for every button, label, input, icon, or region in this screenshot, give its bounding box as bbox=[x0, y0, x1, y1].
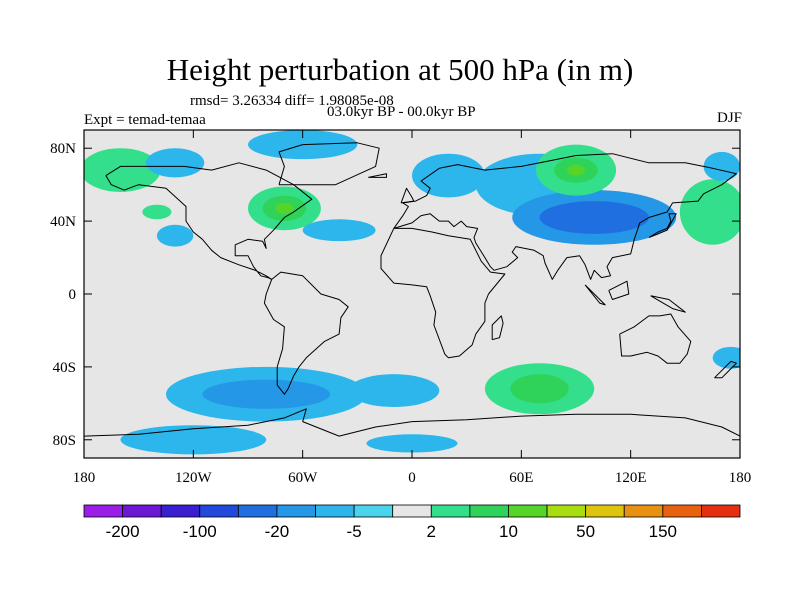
anomaly-region-9 bbox=[412, 153, 485, 198]
coastline-0 bbox=[105, 162, 313, 280]
season-label: DJF bbox=[716, 110, 742, 126]
colorbar-swatch-8 bbox=[392, 504, 432, 518]
colorbar-swatch-4 bbox=[237, 504, 278, 518]
coastline-1 bbox=[263, 271, 349, 395]
experiment-label: Expt = temad-temaa bbox=[84, 112, 206, 128]
colorbar-label-4: 2 bbox=[427, 522, 436, 541]
anomaly-region-4 bbox=[156, 224, 194, 247]
anomaly-core-12-1 bbox=[566, 164, 586, 176]
colorbar-swatch-10 bbox=[469, 504, 509, 518]
coastline-8 bbox=[400, 187, 415, 204]
colorbar-label-7: 150 bbox=[649, 522, 677, 541]
x-tick-label-5: 120E bbox=[615, 470, 647, 486]
anomaly-region-20 bbox=[457, 335, 549, 362]
chart-title: Height perturbation at 500 hPa (in m) bbox=[166, 52, 634, 87]
colorbar-swatch-14 bbox=[623, 504, 664, 518]
coastline-9 bbox=[368, 173, 387, 178]
anomaly-region-3 bbox=[145, 148, 205, 178]
anomaly-region-8 bbox=[433, 235, 464, 251]
x-tick-label-6: 180 bbox=[729, 470, 752, 486]
x-tick-label-4: 60E bbox=[509, 470, 533, 486]
colorbar-swatch-0 bbox=[83, 504, 123, 518]
colorbar-label-5: 10 bbox=[499, 522, 518, 541]
axis-layer: 180 120W 60W 0 60E 120E 180 80N 40N 0 40S 80S bbox=[50, 130, 751, 486]
anomaly-region-6 bbox=[302, 219, 376, 242]
stats-label: rmsd= 3.26334 diff= 1.98085e-08 bbox=[190, 93, 394, 109]
anomaly-region-14 bbox=[703, 151, 740, 182]
y-tick-label-4: 80S bbox=[53, 433, 76, 449]
colorbar-swatch-15 bbox=[662, 504, 702, 518]
coastline-13 bbox=[608, 280, 630, 300]
anomaly-region-2 bbox=[84, 148, 161, 192]
colorbar-swatch-1 bbox=[122, 504, 162, 518]
coastline-2 bbox=[393, 153, 737, 280]
anomaly-region-16 bbox=[211, 334, 340, 364]
anomaly-core-1-1 bbox=[275, 202, 294, 214]
anomaly-region-13 bbox=[679, 179, 740, 245]
y-tick-label-1: 40N bbox=[50, 214, 76, 230]
coastline-5 bbox=[619, 313, 692, 364]
anomaly-region-26 bbox=[366, 434, 458, 453]
anomaly-core-21-0 bbox=[510, 374, 569, 404]
coastline-12 bbox=[584, 284, 606, 306]
coastline-4 bbox=[491, 315, 504, 341]
anomaly-core-0-0 bbox=[142, 204, 172, 220]
x-tick-label-2: 60W bbox=[288, 470, 318, 486]
colorbar-label-0: -200 bbox=[106, 522, 140, 541]
colorbar-swatch-5 bbox=[276, 504, 316, 518]
coastline-11 bbox=[714, 360, 737, 379]
anomaly-region-22 bbox=[621, 374, 713, 411]
colorbar-label-2: -20 bbox=[265, 522, 290, 541]
colorbar-swatch-12 bbox=[546, 504, 587, 518]
anomaly-region-24 bbox=[120, 425, 267, 455]
colorbar-swatch-9 bbox=[430, 504, 471, 518]
coastline-7 bbox=[84, 408, 740, 437]
colorbar-swatch-7 bbox=[353, 504, 394, 518]
coastline-3 bbox=[380, 227, 506, 359]
colorbar-swatch-2 bbox=[160, 504, 201, 518]
x-tick-label-0: 180 bbox=[73, 470, 96, 486]
anomaly-region-15 bbox=[104, 335, 156, 355]
y-tick-label-3: 40S bbox=[53, 360, 76, 376]
colorbar-label-6: 50 bbox=[576, 522, 595, 541]
coastline-10 bbox=[648, 213, 677, 238]
y-tick-label-2: 0 bbox=[69, 287, 77, 303]
colorbar-swatch-13 bbox=[585, 504, 625, 518]
colorbar-label-3: -5 bbox=[347, 522, 362, 541]
anomaly-region-23 bbox=[712, 346, 740, 369]
colorbar-label-1: -100 bbox=[183, 522, 217, 541]
anomaly-core-11-0 bbox=[539, 201, 649, 234]
coastline-layer bbox=[84, 142, 740, 437]
y-tick-label-0: 80N bbox=[50, 141, 76, 157]
coastline-14 bbox=[650, 295, 686, 313]
anomaly-region-25 bbox=[530, 428, 658, 451]
coastline-6 bbox=[278, 142, 380, 186]
colorbar-swatch-16 bbox=[701, 504, 741, 518]
colorbar-swatch-11 bbox=[508, 504, 548, 518]
colorbar-swatch-3 bbox=[199, 504, 239, 518]
colorbar-swatch-6 bbox=[315, 504, 355, 518]
x-tick-label-3: 0 bbox=[408, 470, 416, 486]
period-label: 03.0kyr BP - 00.0kyr BP bbox=[327, 104, 476, 120]
x-tick-label-1: 120W bbox=[175, 470, 213, 486]
contour-fill-layer bbox=[84, 130, 740, 455]
anomaly-core-18-0 bbox=[202, 379, 330, 409]
colorbar: -200 -100 -20 -5 2 10 50 150 bbox=[83, 504, 741, 541]
anomaly-region-19 bbox=[348, 374, 440, 407]
